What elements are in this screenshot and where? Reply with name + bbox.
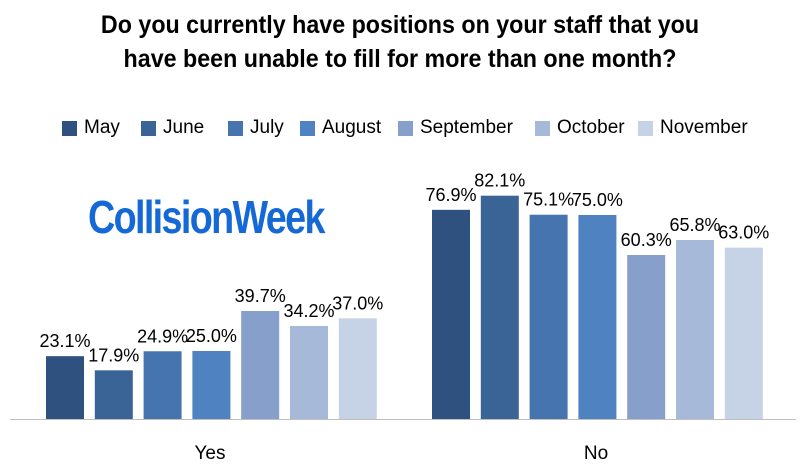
category-label-yes: Yes <box>195 443 226 464</box>
bar-no-july <box>529 214 568 419</box>
data-label-yes-november: 37.0% <box>332 293 383 313</box>
legend-swatch <box>638 120 653 136</box>
legend: May June July August September October Novembe… <box>0 114 800 142</box>
legend-label: November <box>660 117 748 138</box>
data-label-no-november: 63.0% <box>718 223 769 243</box>
data-label-yes-may: 23.1% <box>39 331 90 351</box>
bar-yes-august <box>192 351 231 419</box>
bar-no-june <box>480 195 519 419</box>
bar-no-november <box>724 247 763 419</box>
chart-title-line-1: Do you currently have positions on your … <box>100 11 700 39</box>
legend-item-may: May <box>62 114 120 142</box>
data-label-no-september: 60.3% <box>621 230 672 250</box>
chart-title-line-2: have been unable to fill for more than o… <box>123 45 677 73</box>
collisionweek-logo: CollisionWeek <box>88 191 325 243</box>
legend-item-september: September <box>398 114 513 142</box>
legend-item-july: July <box>228 114 284 142</box>
data-label-yes-june: 17.9% <box>88 345 139 365</box>
legend-swatch <box>141 120 156 136</box>
legend-swatch <box>398 120 413 136</box>
bar-yes-september <box>241 311 280 419</box>
bar-no-august <box>578 215 617 419</box>
bar-yes-june <box>94 370 133 419</box>
bar-yes-november <box>338 318 377 419</box>
data-label-yes-august: 25.0% <box>186 326 237 346</box>
bar-no-may <box>432 209 470 419</box>
legend-item-june: June <box>141 114 204 142</box>
legend-label: September <box>420 117 513 138</box>
data-label-no-july: 75.1% <box>523 190 574 210</box>
data-label-no-june: 82.1% <box>474 171 525 191</box>
data-label-no-october: 65.8% <box>669 215 720 235</box>
legend-item-august: August <box>300 114 381 142</box>
legend-label: May <box>84 117 120 138</box>
data-label-no-may: 76.9% <box>425 185 476 205</box>
legend-swatch <box>62 120 77 136</box>
data-label-no-august: 75.0% <box>572 190 623 210</box>
legend-label: August <box>322 117 382 138</box>
bar-yes-may <box>46 356 84 419</box>
bar-yes-october <box>290 325 328 419</box>
bar-no-october <box>676 240 714 419</box>
chart-title: Do you currently have positions on your … <box>28 8 772 76</box>
legend-swatch <box>535 120 550 136</box>
bar-yes-july <box>143 351 182 419</box>
bar-no-september <box>627 254 666 419</box>
data-label-yes-september: 39.7% <box>235 286 286 306</box>
legend-label: June <box>163 117 205 138</box>
legend-item-october: October <box>535 114 625 142</box>
data-label-yes-july: 24.9% <box>137 326 188 346</box>
legend-swatch <box>300 120 315 136</box>
legend-swatch <box>228 120 243 136</box>
legend-label: October <box>557 117 625 138</box>
category-label-no: No <box>584 443 608 464</box>
data-label-yes-october: 34.2% <box>283 301 334 321</box>
legend-item-november: November <box>638 114 748 142</box>
legend-label: July <box>250 117 284 138</box>
